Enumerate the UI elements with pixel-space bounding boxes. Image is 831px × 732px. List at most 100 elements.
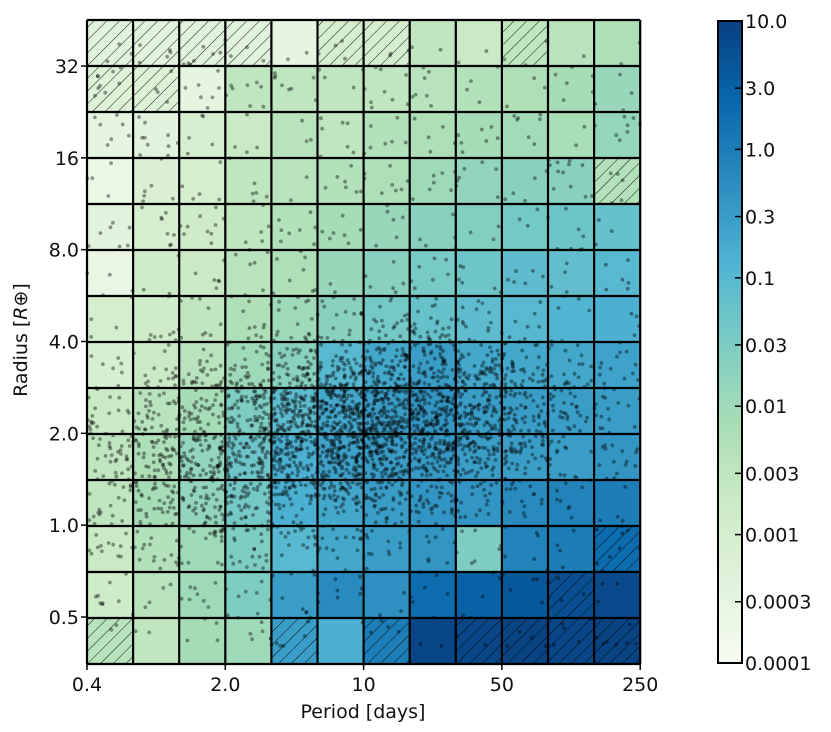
planet-point — [372, 504, 377, 509]
planet-point — [301, 417, 305, 422]
planet-point — [294, 490, 298, 495]
planet-point — [354, 469, 358, 474]
planet-point — [423, 448, 428, 452]
planet-point — [433, 535, 438, 540]
planet-point — [416, 458, 421, 463]
planet-point — [96, 86, 101, 90]
planet-point — [338, 473, 343, 478]
planet-point — [559, 409, 563, 414]
planet-point — [481, 445, 485, 450]
planet-point — [343, 411, 347, 416]
planet-point — [620, 531, 625, 536]
planet-point — [163, 455, 168, 460]
planet-point — [230, 441, 235, 446]
planet-point — [368, 426, 372, 431]
planet-point — [427, 337, 431, 341]
heatmap-cell — [317, 526, 364, 572]
planet-point — [259, 461, 263, 465]
planet-point — [291, 520, 296, 525]
planet-point — [401, 469, 405, 474]
planet-point — [252, 547, 257, 551]
planet-point — [458, 442, 463, 447]
planet-point — [608, 171, 613, 176]
colorbar: 10.03.01.00.30.10.030.010.0030.0010.0003… — [717, 11, 811, 675]
planet-point — [399, 402, 403, 407]
planet-point — [93, 115, 97, 120]
planet-point — [216, 69, 220, 73]
planet-point — [437, 406, 442, 411]
planet-point — [399, 424, 404, 429]
planet-point — [563, 411, 568, 416]
planet-point — [205, 373, 210, 377]
planet-point — [442, 440, 447, 445]
planet-point — [444, 257, 448, 262]
planet-point — [324, 381, 329, 386]
planet-point — [227, 440, 232, 444]
planet-point — [410, 403, 414, 407]
planet-point — [446, 395, 451, 400]
planet-point — [403, 398, 407, 402]
heatmap-cell — [225, 434, 272, 480]
planet-point — [235, 381, 239, 385]
planet-point — [357, 500, 361, 505]
planet-point — [395, 321, 400, 325]
planet-point — [486, 456, 491, 461]
planet-point — [330, 456, 335, 461]
planet-point — [325, 453, 330, 457]
planet-point — [491, 237, 496, 242]
planet-point — [301, 366, 306, 370]
planet-point — [418, 334, 423, 339]
planet-point — [482, 423, 487, 427]
planet-point — [308, 411, 313, 415]
planet-point — [330, 451, 335, 456]
planet-point — [172, 484, 177, 489]
planet-point — [422, 438, 427, 442]
planet-point — [261, 378, 266, 383]
planet-point — [391, 389, 396, 393]
planet-point — [625, 123, 630, 128]
planet-point — [343, 363, 347, 367]
planet-point — [319, 342, 324, 347]
planet-point — [312, 395, 317, 400]
planet-point — [461, 613, 465, 618]
planet-point — [261, 345, 266, 350]
planet-point — [430, 418, 435, 422]
planet-point — [302, 404, 307, 408]
planet-point — [386, 480, 391, 485]
planet-point — [399, 520, 404, 524]
planet-point — [151, 445, 156, 449]
planet-point — [240, 398, 244, 403]
planet-point — [293, 403, 298, 408]
planet-point — [332, 465, 336, 470]
planet-point — [418, 445, 423, 449]
planet-point — [399, 491, 404, 496]
planet-point — [280, 515, 285, 520]
planet-point — [226, 455, 231, 460]
planet-point — [433, 415, 438, 420]
heatmap-cell — [455, 526, 502, 572]
planet-point — [549, 439, 554, 444]
planet-point — [266, 519, 271, 524]
planet-point — [560, 565, 565, 570]
planet-point — [574, 404, 579, 409]
planet-point — [141, 199, 146, 204]
planet-point — [285, 391, 289, 396]
planet-point — [253, 418, 257, 423]
planet-point — [350, 407, 355, 412]
planet-point — [395, 348, 399, 352]
planet-point — [346, 393, 351, 398]
planet-point — [201, 485, 206, 490]
planet-point — [402, 313, 407, 318]
planet-point — [230, 405, 235, 410]
planet-point — [228, 372, 233, 377]
planet-point — [376, 346, 381, 350]
planet-point — [537, 415, 541, 420]
planet-point — [576, 227, 581, 232]
planet-point — [390, 441, 394, 446]
planet-point — [205, 106, 210, 110]
planet-point — [259, 470, 264, 475]
planet-point — [117, 81, 122, 86]
planet-point — [250, 382, 255, 386]
planet-point — [160, 454, 165, 459]
heatmap-cell — [455, 480, 502, 526]
